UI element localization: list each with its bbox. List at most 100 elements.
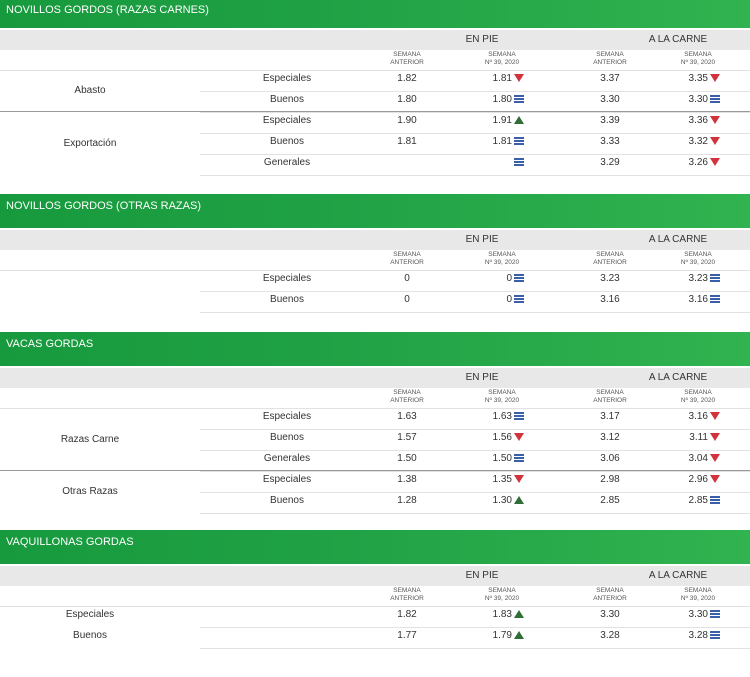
- col-label-semana: SEMANA: [488, 389, 516, 396]
- trend-down-icon: [710, 116, 720, 124]
- row-divider: [200, 91, 750, 92]
- a-la-carne-heading: A LA CARNE: [648, 234, 708, 245]
- col-label-semana: SEMANA: [488, 587, 516, 594]
- trend-down-icon: [514, 74, 524, 82]
- col-label-anterior: ANTERIOR: [593, 397, 627, 404]
- row-divider: [0, 70, 750, 71]
- group-label: Otras Razas: [62, 486, 118, 497]
- trend-eq-icon: [514, 412, 524, 420]
- col-label-actual: Nº 39, 2020: [484, 59, 520, 66]
- col-label-semana: SEMANA: [393, 389, 421, 396]
- a-la-carne-semana-actual: 3.16: [688, 294, 708, 305]
- a-la-carne-semana-actual: 3.35: [688, 73, 708, 84]
- en-pie-semana-actual: 0: [506, 294, 512, 305]
- col-label-semana: SEMANA: [684, 251, 712, 258]
- trend-eq-icon: [710, 95, 720, 103]
- col-label-actual: Nº 39, 2020: [680, 259, 716, 266]
- a-la-carne-semana-actual: 2.96: [688, 474, 708, 485]
- row-divider: [200, 175, 750, 176]
- en-pie-semana-anterior: 1.50: [397, 453, 417, 464]
- a-la-carne-semana-anterior: 3.37: [600, 73, 620, 84]
- trend-eq-icon: [710, 631, 720, 639]
- column-header-band: [0, 230, 750, 250]
- col-label-semana: SEMANA: [393, 251, 421, 258]
- en-pie-semana-actual: 1.83: [492, 609, 512, 620]
- column-header-band: [0, 30, 750, 50]
- en-pie-semana-actual: 1.35: [492, 474, 512, 485]
- trend-eq-icon: [514, 95, 524, 103]
- row-label: Buenos: [270, 495, 304, 506]
- row-divider: [200, 513, 750, 514]
- en-pie-heading: EN PIE: [465, 372, 499, 383]
- trend-eq-icon: [710, 295, 720, 303]
- col-label-semana: SEMANA: [596, 389, 624, 396]
- en-pie-heading: EN PIE: [465, 234, 499, 245]
- col-label-semana: SEMANA: [684, 389, 712, 396]
- section-header: NOVILLOS GORDOS (RAZAS CARNES): [0, 0, 750, 28]
- a-la-carne-heading: A LA CARNE: [648, 372, 708, 383]
- col-label-actual: Nº 39, 2020: [680, 595, 716, 602]
- trend-down-icon: [710, 475, 720, 483]
- a-la-carne-semana-anterior: 3.29: [600, 157, 620, 168]
- row-label: Especiales: [262, 273, 312, 284]
- a-la-carne-semana-anterior: 3.30: [600, 609, 620, 620]
- a-la-carne-semana-anterior: 3.28: [600, 630, 620, 641]
- trend-eq-icon: [514, 295, 524, 303]
- trend-eq-icon: [514, 137, 524, 145]
- trend-eq-icon: [710, 610, 720, 618]
- row-divider: [200, 291, 750, 292]
- row-divider: [200, 312, 750, 313]
- en-pie-semana-actual: 1.81: [492, 73, 512, 84]
- row-divider: [200, 429, 750, 430]
- section-title: NOVILLOS GORDOS (OTRAS RAZAS): [6, 200, 201, 212]
- en-pie-semana-actual: 1.79: [492, 630, 512, 641]
- trend-eq-icon: [514, 454, 524, 462]
- row-divider: [200, 471, 750, 472]
- row-label: Generales: [263, 453, 311, 464]
- en-pie-semana-anterior: 1.57: [397, 432, 417, 443]
- a-la-carne-semana-actual: 3.32: [688, 136, 708, 147]
- trend-eq-icon: [710, 274, 720, 282]
- a-la-carne-heading: A LA CARNE: [648, 570, 708, 581]
- section-header: VAQUILLONAS GORDAS: [0, 530, 750, 564]
- trend-down-icon: [514, 475, 524, 483]
- row-divider: [200, 154, 750, 155]
- col-label-anterior: ANTERIOR: [593, 59, 627, 66]
- group-divider: [0, 470, 750, 471]
- row-label: Buenos: [270, 94, 304, 105]
- en-pie-semana-anterior: 0: [404, 273, 410, 284]
- a-la-carne-semana-actual: 3.11: [689, 432, 708, 443]
- row-label: Buenos: [73, 630, 107, 641]
- col-label-semana: SEMANA: [684, 587, 712, 594]
- row-divider: [0, 606, 750, 607]
- a-la-carne-semana-actual: 3.23: [688, 273, 708, 284]
- trend-up-icon: [514, 116, 524, 124]
- en-pie-semana-actual: 1.30: [492, 495, 512, 506]
- row-label: Especiales: [262, 474, 312, 485]
- row-divider: [200, 112, 750, 113]
- col-label-semana: SEMANA: [684, 51, 712, 58]
- column-header-band: [0, 368, 750, 388]
- trend-down-icon: [710, 454, 720, 462]
- a-la-carne-semana-anterior: 3.23: [600, 273, 620, 284]
- col-label-anterior: ANTERIOR: [390, 397, 424, 404]
- row-divider: [0, 408, 750, 409]
- a-la-carne-semana-anterior: 3.16: [600, 294, 620, 305]
- a-la-carne-semana-actual: 2.85: [688, 495, 708, 506]
- trend-down-icon: [710, 158, 720, 166]
- row-label: Especiales: [262, 73, 312, 84]
- col-label-anterior: ANTERIOR: [390, 595, 424, 602]
- a-la-carne-semana-anterior: 2.98: [600, 474, 620, 485]
- a-la-carne-semana-anterior: 3.30: [600, 94, 620, 105]
- trend-up-icon: [514, 631, 524, 639]
- a-la-carne-semana-actual: 3.26: [688, 157, 708, 168]
- a-la-carne-semana-actual: 3.30: [688, 609, 708, 620]
- a-la-carne-semana-actual: 3.04: [688, 453, 708, 464]
- group-label: Exportación: [63, 137, 117, 149]
- a-la-carne-semana-actual: 3.30: [688, 94, 708, 105]
- row-label: Generales: [263, 157, 311, 168]
- col-label-actual: Nº 39, 2020: [680, 59, 716, 66]
- en-pie-semana-actual: 1.56: [492, 432, 512, 443]
- en-pie-semana-anterior: 1.77: [397, 630, 417, 641]
- section-title: VAQUILLONAS GORDAS: [6, 536, 134, 548]
